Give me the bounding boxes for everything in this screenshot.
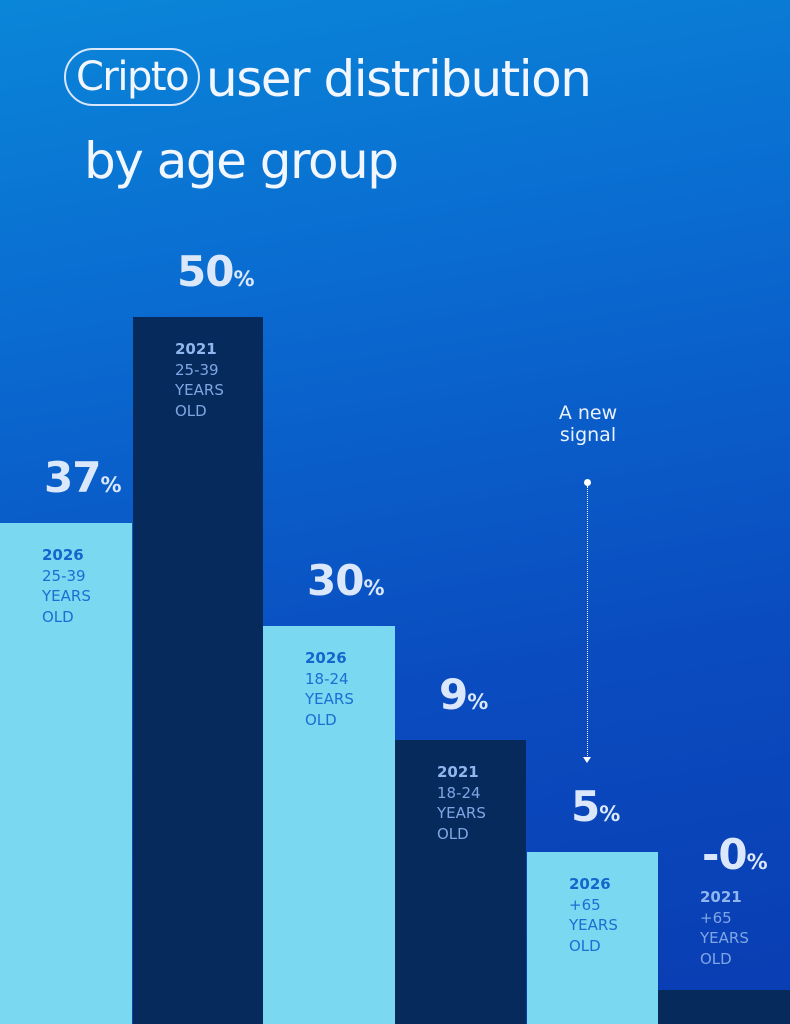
annotation-line2: signal [559,424,617,446]
value-label: 30% [307,556,385,605]
value-label: 9% [439,670,488,719]
title-highlight-pill: Cripto [64,48,201,106]
label-year: 2021 [175,340,217,358]
bar-category-label: 2026 18-24 YEARS OLD [305,648,354,730]
title-line1: user distribution [206,50,592,108]
title-line2: by age group [84,132,399,190]
value-number: 37 [44,453,101,502]
label-age: 18-24 [437,783,481,802]
value-label: 37% [44,453,122,502]
label-l2: OLD [700,949,732,968]
label-l1: YEARS [305,690,354,708]
value-unit: % [233,267,255,291]
bar-category-label: 2021 18-24 YEARS OLD [437,762,486,844]
bar-2021-25-39 [133,317,263,1024]
annotation-line1: A new [558,402,618,424]
value-label: 50% [177,247,255,296]
label-year: 2021 [437,763,479,781]
bar-category-label: 2026 +65 YEARS OLD [569,874,618,956]
label-age: +65 [569,895,601,914]
label-l1: YEARS [175,381,224,399]
label-year: 2026 [305,649,347,667]
label-l2: OLD [569,936,601,955]
label-age: 18-24 [305,669,349,688]
value-unit: % [599,802,621,826]
value-label: -0% [702,830,768,879]
label-year: 2021 [700,888,742,906]
value-number: 5 [571,782,600,831]
label-l1: YEARS [700,929,749,947]
bar-2026-18-24 [263,626,395,1024]
annotation-arrow-icon [583,757,591,763]
bar-category-label: 2026 25-39 YEARS OLD [42,545,91,627]
label-year: 2026 [569,875,611,893]
value-number: 30 [307,556,364,605]
value-number: -0 [702,830,748,879]
bar-category-label: 2021 25-39 YEARS OLD [175,339,224,421]
bar-2026-+65 [527,852,658,1024]
label-l2: OLD [437,824,469,843]
value-unit: % [100,473,122,497]
annotation-dotted-line [587,486,588,758]
label-year: 2026 [42,546,84,564]
annotation-text: A new signal [538,402,638,446]
label-l1: YEARS [437,804,486,822]
chart-title: Cripto user distribution by age group [64,38,592,202]
value-number: 9 [439,670,468,719]
value-unit: % [467,690,489,714]
label-l1: YEARS [42,587,91,605]
label-age: 25-39 [42,566,86,585]
value-number: 50 [177,247,234,296]
label-l1: YEARS [569,916,618,934]
value-label: 5% [571,782,620,831]
label-l2: OLD [305,710,337,729]
label-age: 25-39 [175,360,219,379]
bar-category-label: 2021 +65 YEARS OLD [700,887,749,969]
bar-2026-25-39 [0,523,132,1024]
bar-2021-18-24 [395,740,526,1024]
label-l2: OLD [175,401,207,420]
label-l2: OLD [42,607,74,626]
value-unit: % [746,850,768,874]
annotation-dot [584,479,591,486]
bar-2021-+65 [658,990,790,1024]
label-age: +65 [700,908,732,927]
value-unit: % [363,576,385,600]
